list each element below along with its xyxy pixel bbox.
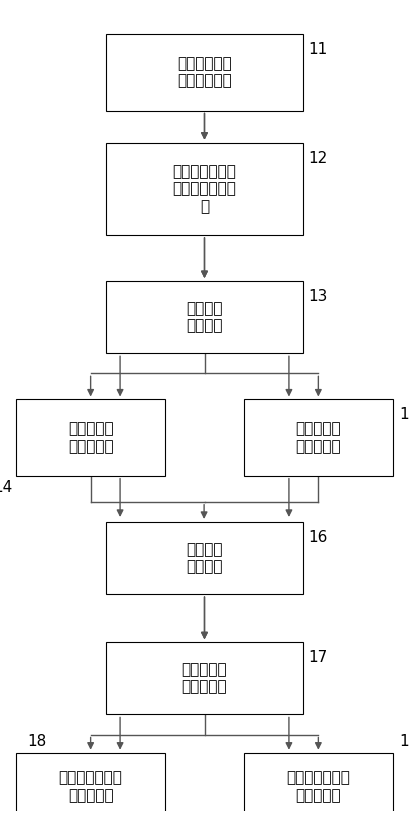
Text: 17: 17 [308,650,328,665]
Text: 第一间隔时
间确定单元: 第一间隔时 间确定单元 [68,422,113,454]
Text: 当前占空比离散
值增量单元: 当前占空比离散 值增量单元 [59,771,123,803]
Text: 19: 19 [399,734,409,749]
FancyBboxPatch shape [106,143,303,235]
FancyBboxPatch shape [16,753,165,819]
Text: 占空比变化预测
间隔时间计算单
元: 占空比变化预测 间隔时间计算单 元 [173,164,236,214]
Text: 占空比离散
值比较单元: 占空比离散 值比较单元 [182,663,227,695]
FancyBboxPatch shape [16,400,165,476]
Text: 13: 13 [308,289,328,304]
FancyBboxPatch shape [106,522,303,594]
Text: 12: 12 [308,151,328,165]
Text: 间隔时间
比较单元: 间隔时间 比较单元 [186,301,223,333]
Text: 当前占空比离散
值减量单元: 当前占空比离散 值减量单元 [286,771,350,803]
Text: 第二间隔时
间确定单元: 第二间隔时 间确定单元 [296,422,341,454]
Text: 18: 18 [28,734,47,749]
Text: 间隔时间
计时单元: 间隔时间 计时单元 [186,542,223,574]
Text: 11: 11 [308,43,328,57]
FancyBboxPatch shape [106,642,303,714]
FancyBboxPatch shape [106,281,303,353]
Text: 16: 16 [308,530,328,545]
FancyBboxPatch shape [244,400,393,476]
Text: 期望占空比离
散值判断单元: 期望占空比离 散值判断单元 [177,57,232,88]
FancyBboxPatch shape [244,753,393,819]
FancyBboxPatch shape [106,34,303,111]
Text: 14: 14 [0,480,12,495]
Text: 15: 15 [399,408,409,423]
